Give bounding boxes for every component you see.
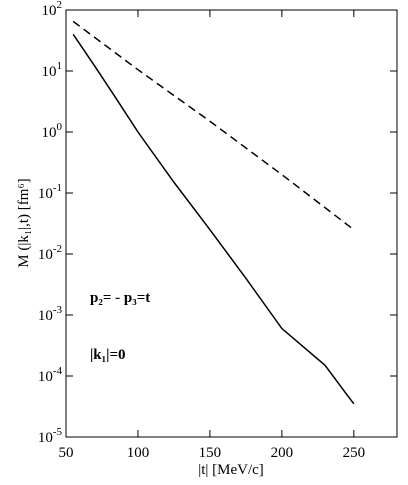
annotation: |k₁|=0 (90, 347, 126, 363)
series-line (72, 20, 355, 231)
y-tick-label: 10-5 (38, 426, 63, 446)
y-tick-label: 10-1 (38, 182, 62, 202)
y-tick-label: 102 (42, 0, 63, 19)
x-tick-label: 50 (59, 445, 74, 461)
x-tick-label: 150 (199, 445, 222, 461)
x-tick-label: 100 (127, 445, 150, 461)
x-axis-label: |t| [MeV/c] (198, 462, 264, 478)
plot-frame (65, 9, 398, 438)
series-line (72, 33, 355, 405)
y-tick-label: 10-3 (38, 304, 63, 324)
x-tick-label: 200 (271, 445, 294, 461)
x-tick-label: 250 (343, 445, 366, 461)
y-tick-label: 10-2 (38, 243, 62, 263)
y-tick-label: 10-4 (38, 365, 63, 385)
y-axis-label: M (|k₁|,t) [fm⁶] (16, 178, 32, 267)
y-tick-label: 100 (42, 121, 63, 141)
y-tick-label: 101 (42, 60, 63, 80)
annotation: p₂= - p₃=t (90, 290, 150, 306)
